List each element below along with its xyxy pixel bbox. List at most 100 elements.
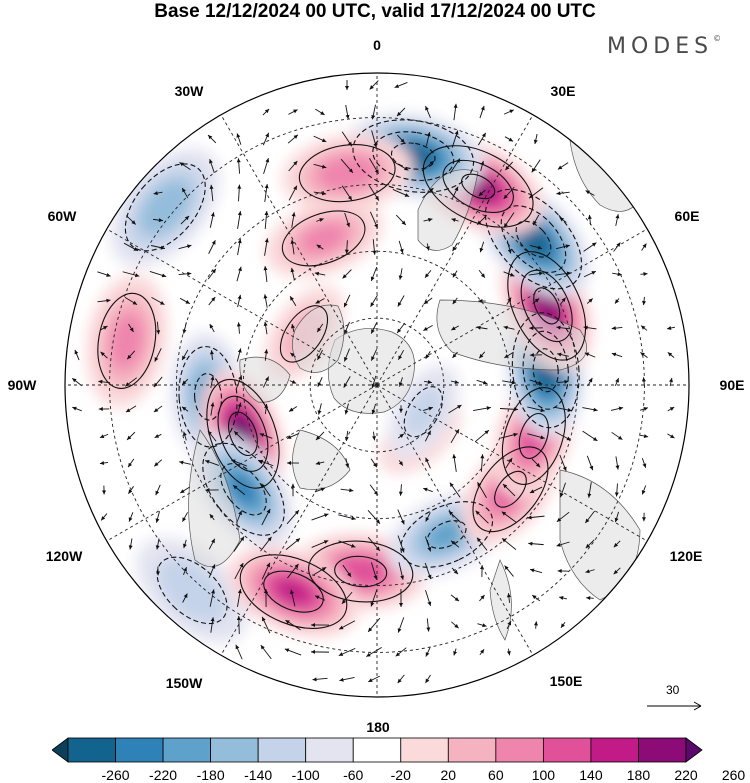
colorbar-tick: 260: [721, 767, 746, 783]
wind-arrow: [425, 674, 431, 684]
wind-arrow: [586, 596, 594, 601]
wind-arrow: [289, 379, 297, 384]
lon-label-90e: 90E: [719, 377, 745, 393]
wind-arrow: [503, 271, 515, 277]
colorbar-swatch: [52, 737, 69, 763]
wind-arrow: [452, 351, 458, 359]
wind-arrow: [559, 482, 566, 498]
wind-arrow: [258, 459, 274, 467]
lon-label-60e: 60E: [674, 208, 700, 224]
wind-arrow: [156, 566, 161, 576]
wind-arrow: [615, 456, 620, 470]
wind-arrow: [181, 378, 189, 386]
lon-label-30e: 30E: [550, 83, 576, 99]
wind-arrow: [367, 617, 381, 633]
wind-arrow: [557, 568, 569, 573]
wind-arrow: [262, 108, 270, 116]
wind-arrow: [286, 509, 300, 525]
colorbar-swatch: [638, 737, 687, 763]
wind-arrow: [452, 270, 458, 278]
wind-arrow: [424, 430, 432, 442]
anomaly-contours: [507, 251, 587, 361]
wind-arrow: [74, 349, 80, 361]
wind-arrow: [317, 403, 322, 415]
wind-arrow: [316, 218, 324, 222]
wind-arrow: [503, 212, 515, 228]
wind-arrow: [100, 325, 108, 331]
wind-arrow: [288, 160, 298, 172]
anomaly-level: [316, 154, 379, 192]
wind-arrow: [584, 510, 596, 524]
wind-arrow: [153, 459, 163, 467]
colorbar-swatch: [162, 737, 212, 763]
wind-arrow: [641, 458, 647, 468]
wind-arrow: [479, 648, 485, 656]
wind-arrow: [398, 562, 405, 580]
greenland: [292, 304, 345, 373]
contour-line: [507, 251, 587, 361]
wind-arrow: [210, 402, 215, 416]
latitude-circle: [109, 117, 645, 653]
wind-arrow: [345, 104, 350, 120]
wind-arrow: [396, 107, 406, 117]
colorbar: [52, 737, 703, 763]
wind-arrow: [314, 595, 326, 601]
wind-arrow: [560, 621, 566, 629]
contour-line: [352, 119, 475, 193]
wind-arrow: [368, 675, 380, 683]
alaska: [292, 429, 351, 490]
wind-arrow: [506, 240, 512, 254]
wind-arrow: [179, 297, 191, 305]
wind-arrow: [641, 296, 646, 306]
wind-arrow: [178, 271, 192, 276]
wind-arrow: [421, 160, 435, 172]
canada-archipelago: [239, 356, 291, 403]
wind-arrow: [583, 270, 597, 278]
contour-lines: [97, 119, 587, 629]
wind-arrow: [237, 294, 242, 308]
colorbar-tick: -220: [149, 767, 178, 783]
wind-arrow: [261, 483, 271, 497]
brand-logo: MODES©: [607, 34, 721, 59]
wind-arrow: [98, 407, 110, 412]
wind-arrow: [207, 134, 217, 144]
wind-arrow: [97, 298, 111, 303]
colorbar-tick: -140: [244, 767, 273, 783]
wind-arrow: [529, 486, 543, 494]
colorbar-tick: -60: [343, 767, 364, 783]
contour-line: [515, 220, 552, 258]
wind-arrow: [370, 589, 378, 607]
wind-arrow: [236, 348, 242, 362]
contour-line: [461, 173, 496, 200]
wind-arrow: [263, 294, 268, 308]
wind-arrow: [532, 214, 540, 226]
wind-arrow: [338, 647, 356, 657]
vector-reference-label: 30: [666, 683, 680, 697]
anomaly-contours: [97, 292, 157, 390]
wind-arrow: [340, 488, 354, 493]
wind-arrow: [641, 243, 647, 251]
wind-arrow: [669, 377, 673, 387]
wind-arrow: [560, 297, 566, 305]
wind-arrow: [502, 483, 516, 497]
colorbar-tick: 100: [531, 767, 556, 783]
contour-line: [156, 556, 228, 625]
wind-arrow: [476, 214, 488, 226]
contour-line: [217, 395, 269, 472]
wind-arrow: [370, 458, 378, 468]
wind-arrow: [338, 540, 356, 548]
wind-arrow: [288, 185, 298, 201]
wind-arrow: [611, 431, 623, 441]
anomaly-contours: [308, 540, 414, 603]
contour-line: [279, 305, 329, 363]
wind-arrow: [264, 184, 269, 202]
contour-line: [334, 555, 388, 588]
wind-arrow: [474, 429, 490, 443]
wind-arrow: [263, 588, 268, 608]
wind-arrow: [426, 618, 431, 632]
contour-line: [484, 188, 583, 290]
wind-arrow: [477, 132, 487, 146]
wind-arrow: [153, 191, 163, 196]
colorbar-swatch: [257, 737, 307, 763]
